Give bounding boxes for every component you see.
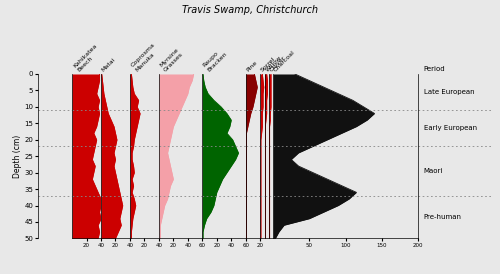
Text: Kahikatea
Beech: Kahikatea Beech bbox=[72, 43, 102, 73]
Text: Early European: Early European bbox=[424, 125, 477, 131]
Text: Pre-human: Pre-human bbox=[424, 214, 462, 220]
Text: Maori: Maori bbox=[424, 168, 443, 174]
Text: Travis Swamp, Christchurch: Travis Swamp, Christchurch bbox=[182, 5, 318, 15]
Text: Charcoal: Charcoal bbox=[273, 49, 296, 73]
Text: Raupo
Bracken: Raupo Bracken bbox=[202, 47, 228, 73]
Y-axis label: Depth (cm): Depth (cm) bbox=[12, 135, 22, 178]
Text: Sorrel: Sorrel bbox=[260, 56, 276, 73]
Text: Pine: Pine bbox=[246, 60, 258, 73]
Text: Late European: Late European bbox=[424, 89, 474, 95]
Text: Period: Period bbox=[424, 66, 446, 72]
Text: Willow: Willow bbox=[264, 55, 282, 73]
Text: Clover: Clover bbox=[269, 55, 286, 73]
Text: Myrsine
Grasses: Myrsine Grasses bbox=[159, 47, 184, 73]
Text: Matai: Matai bbox=[101, 57, 117, 73]
Text: Coprosma
Manuka: Coprosma Manuka bbox=[130, 42, 160, 73]
